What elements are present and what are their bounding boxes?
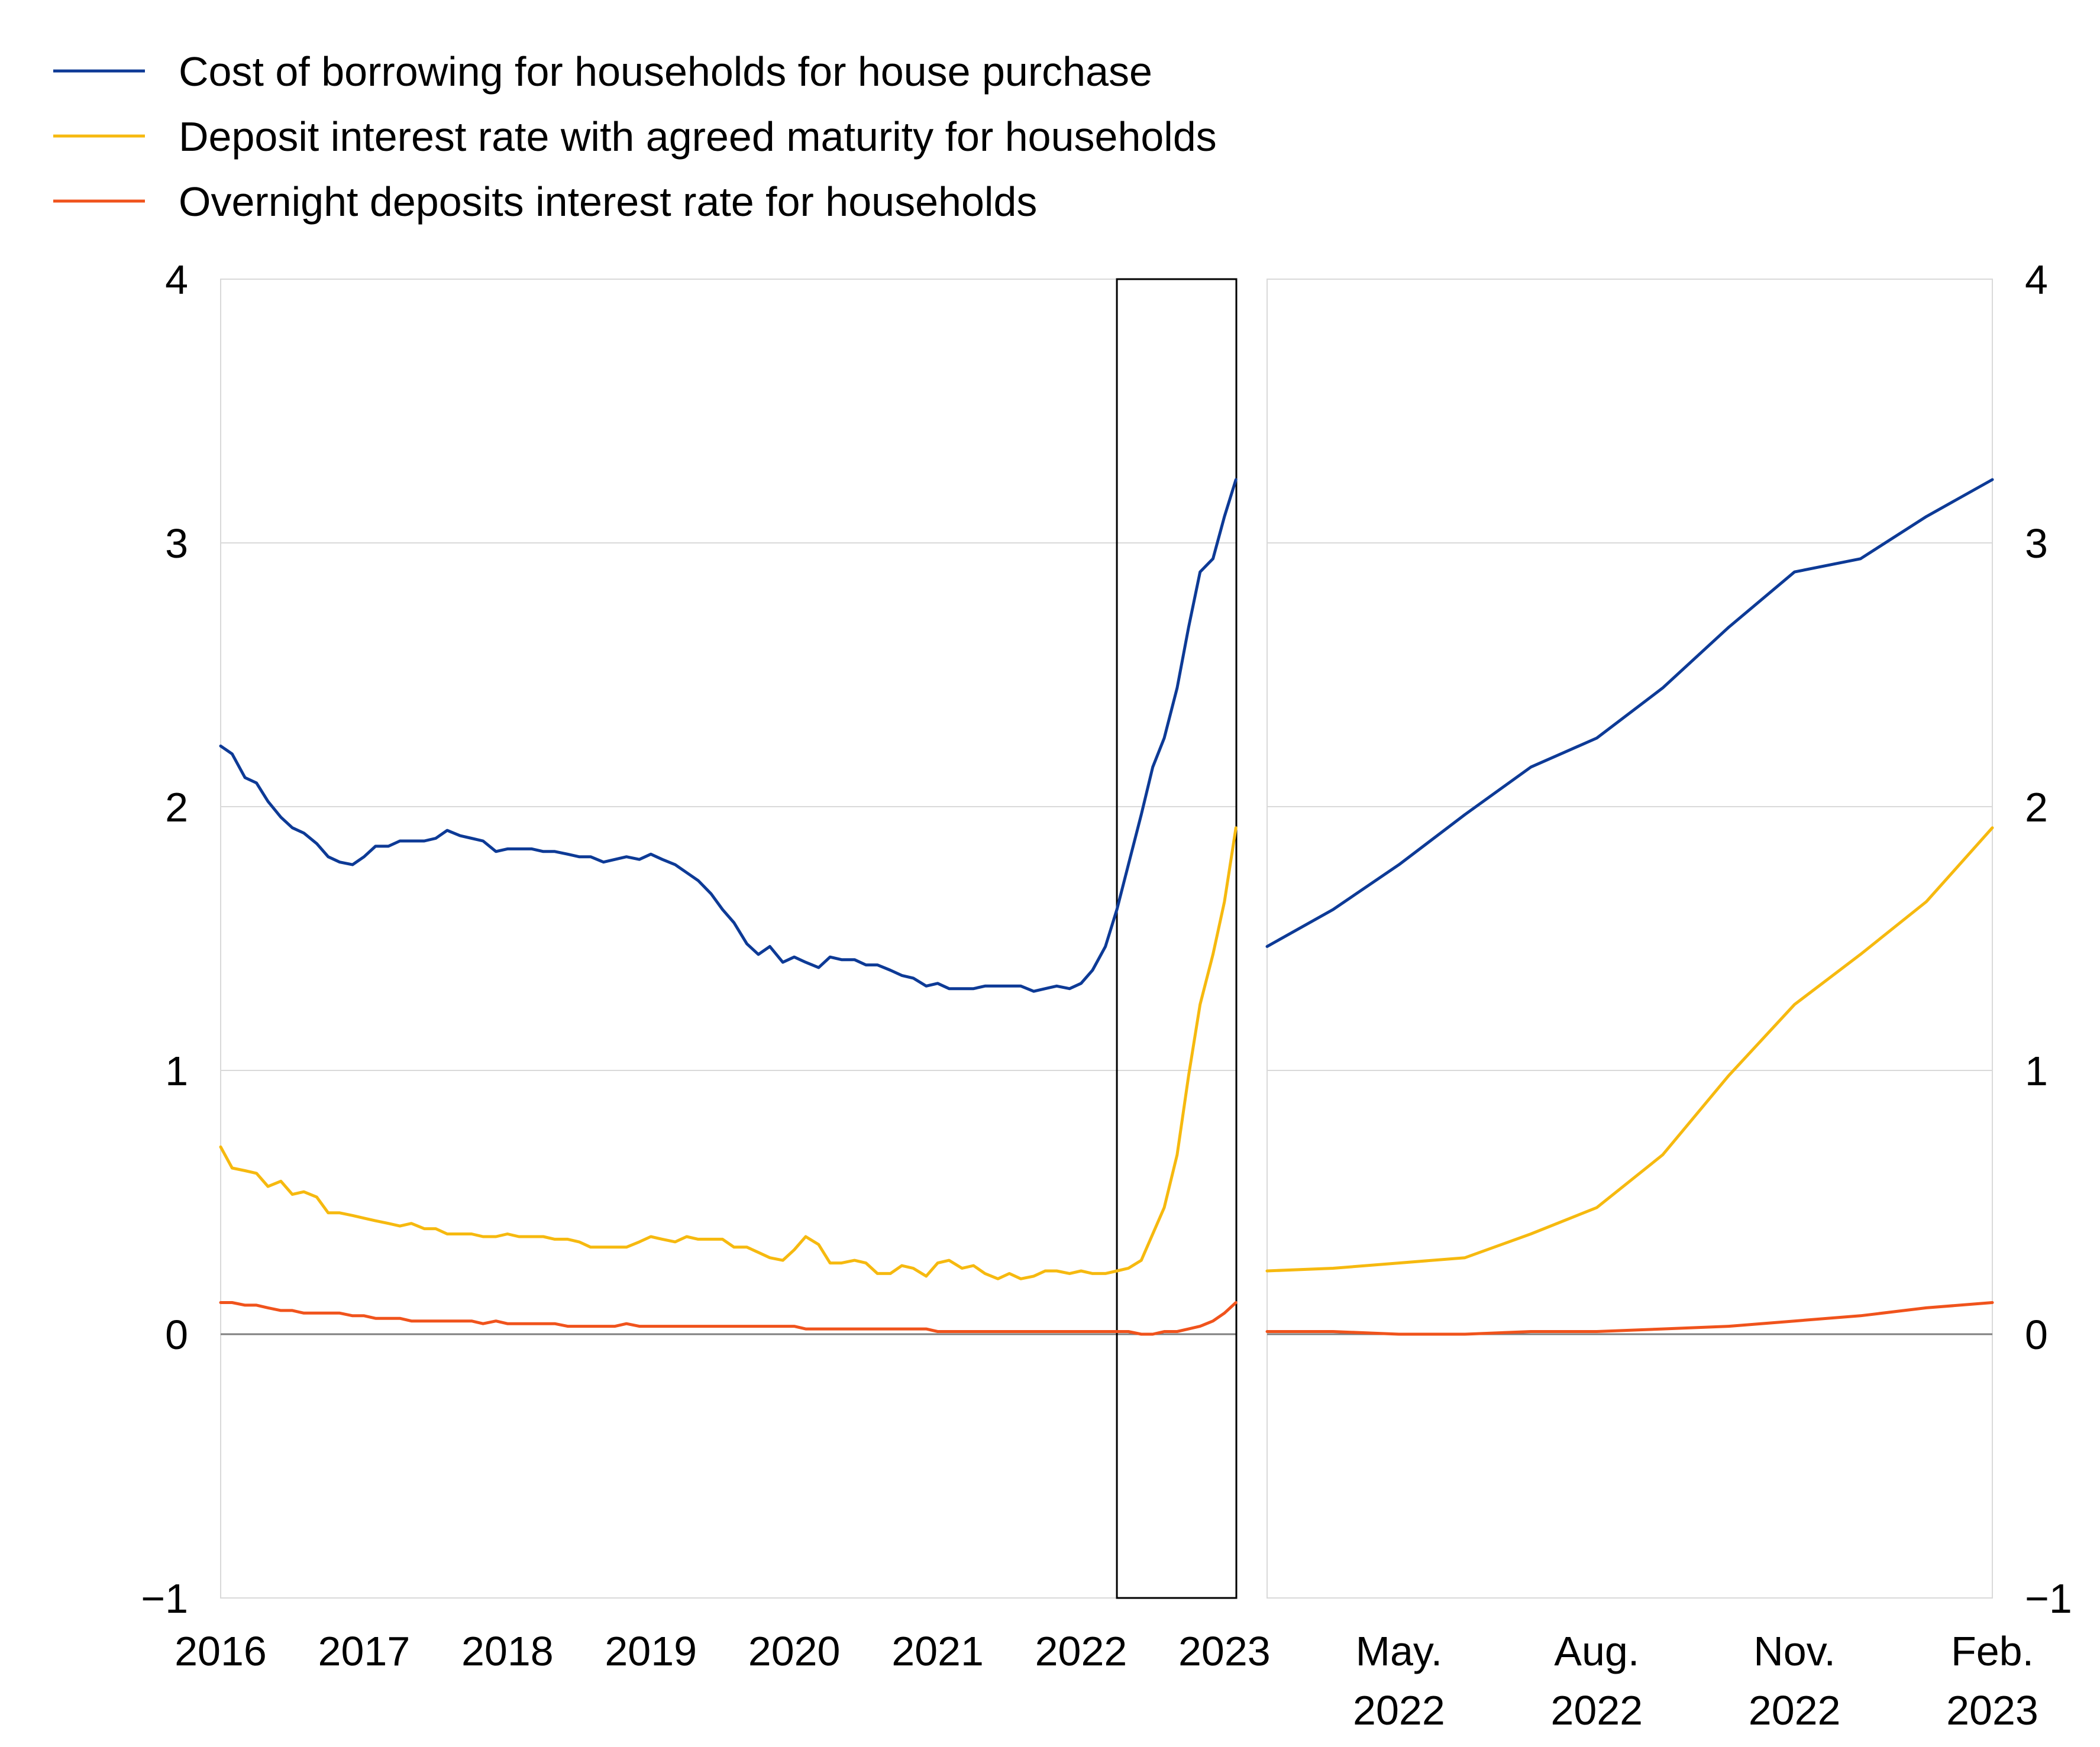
zoom-x-tick-label: May. bbox=[1356, 1628, 1443, 1674]
long-run-x-tick-label: 2023 bbox=[1178, 1628, 1271, 1674]
long-run-panel: −1 0 1 2 3 4 2016 2017 2018 2019 2020 2021 2022 2023 bbox=[141, 257, 1271, 1674]
long-run-y-tick-label: 1 bbox=[165, 1048, 188, 1094]
zoom-x-tick-label: Feb. bbox=[1951, 1628, 2034, 1674]
long-run-frame bbox=[220, 279, 1237, 1599]
zoom-highlight-box bbox=[1116, 278, 1238, 1599]
zoom-y-tick-label: 1 bbox=[2025, 1048, 2048, 1094]
zoom-frame bbox=[1267, 279, 1993, 1599]
zoom-y-tick-label: 3 bbox=[2025, 520, 2048, 567]
long-run-series-deposit_agreed bbox=[219, 826, 1238, 1280]
zoom-x-tick-label: Aug. bbox=[1554, 1628, 1639, 1674]
long-run-series-borrowing bbox=[219, 478, 1238, 993]
long-run-x-tick-label: 2021 bbox=[891, 1628, 984, 1674]
long-run-x-tick-label: 2016 bbox=[175, 1628, 267, 1674]
legend: Cost of borrowing for households for hou… bbox=[53, 48, 1217, 225]
long-run-x-tick-label: 2018 bbox=[461, 1628, 554, 1674]
legend-label-overnight: Overnight deposits interest rate for hou… bbox=[179, 179, 1037, 225]
zoom-series-borrowing bbox=[1265, 478, 1994, 948]
zoom-y-tick-label: 2 bbox=[2025, 784, 2048, 830]
zoom-x-tick-label: Nov. bbox=[1753, 1628, 1836, 1674]
zoom-y-tick-label: 0 bbox=[2025, 1312, 2048, 1358]
zoom-x-tick-label: 2022 bbox=[1550, 1687, 1643, 1733]
zoom-x-tick-label: 2023 bbox=[1946, 1687, 2038, 1733]
zoom-x-tick-label: 2022 bbox=[1749, 1687, 1841, 1733]
zoom-series-deposit_agreed bbox=[1265, 826, 1994, 1273]
long-run-y-tick-label: 3 bbox=[165, 520, 188, 567]
long-run-x-tick-label: 2020 bbox=[748, 1628, 841, 1674]
long-run-y-tick-label: 2 bbox=[165, 784, 188, 830]
long-run-x-tick-label: 2022 bbox=[1035, 1628, 1127, 1674]
long-run-x-tick-label: 2017 bbox=[318, 1628, 411, 1674]
zoom-panel: −1 0 1 2 3 4 May. 2022 Aug. 2022 Nov. 2022 Feb. 2023 bbox=[1265, 257, 2072, 1733]
zoom-y-tick-label: −1 bbox=[2025, 1575, 2072, 1622]
long-run-series-overnight bbox=[219, 1301, 1238, 1336]
zoom-series-overnight bbox=[1265, 1301, 1994, 1336]
legend-label-deposit_agreed: Deposit interest rate with agreed maturi… bbox=[179, 114, 1217, 160]
zoom-x-tick-label: 2022 bbox=[1353, 1687, 1445, 1733]
long-run-y-tick-label: −1 bbox=[141, 1575, 188, 1622]
long-run-y-tick-label: 4 bbox=[165, 257, 188, 303]
long-run-x-tick-label: 2019 bbox=[605, 1628, 697, 1674]
long-run-y-tick-label: 0 bbox=[165, 1312, 188, 1358]
legend-label-borrowing: Cost of borrowing for households for hou… bbox=[179, 48, 1152, 95]
zoom-y-tick-label: 4 bbox=[2025, 257, 2048, 303]
